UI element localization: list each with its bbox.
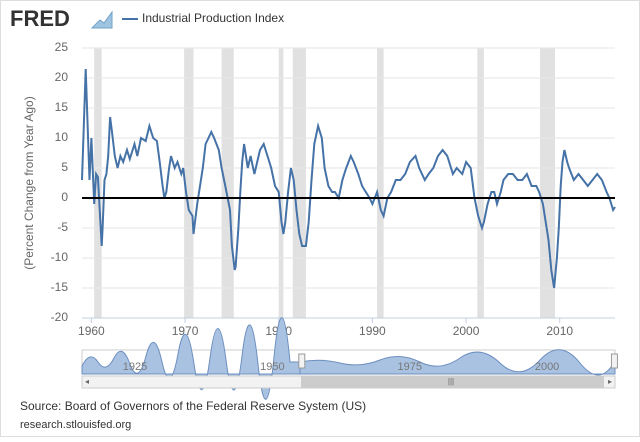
data-line [81, 68, 616, 289]
y-tick-label: 5 [61, 160, 68, 174]
recession-band [184, 48, 194, 318]
recession-band [221, 48, 234, 318]
plot: 2520151050-5-10-15-201960197019801990200… [51, 40, 616, 338]
x-tick-label: 2010 [546, 324, 573, 338]
recession-band [540, 48, 556, 318]
y-tick-label: 25 [55, 40, 69, 54]
y-axis-label: (Percent Change from Year Ago) [22, 96, 36, 269]
scroll-right[interactable]: ▸ [608, 377, 612, 386]
y-tick-label: -5 [57, 220, 68, 234]
y-tick-label: -20 [51, 310, 69, 324]
recession-band [292, 48, 306, 318]
y-tick-label: 10 [55, 130, 69, 144]
navigator-tick-label: 2000 [535, 361, 559, 373]
navigator-tick-label: 1975 [397, 361, 421, 373]
recession-band [477, 48, 484, 318]
y-tick-label: 15 [55, 100, 69, 114]
y-tick-label: -10 [51, 250, 69, 264]
x-tick-label: 2000 [453, 324, 480, 338]
recession-band [377, 48, 384, 318]
scrollbar-thumb[interactable] [301, 376, 604, 388]
y-tick-label: -15 [51, 280, 69, 294]
logo: FRED [10, 6, 70, 31]
x-tick-label: 1960 [78, 324, 105, 338]
scrollbar-grip: ||| [448, 377, 454, 386]
site: research.stlouisfed.org [20, 419, 131, 431]
navigator-handle[interactable] [610, 353, 618, 369]
legend-label: Industrial Production Index [142, 11, 284, 25]
y-tick-label: 20 [55, 70, 69, 84]
recession-band [278, 48, 284, 318]
navigator-handle[interactable] [298, 353, 306, 369]
logo-icon [90, 10, 113, 29]
navigator-area [299, 349, 616, 376]
source: Source: Board of Governors of the Federa… [20, 399, 366, 413]
y-tick-label: 0 [61, 190, 68, 204]
x-tick-label: 1970 [172, 324, 199, 338]
x-tick-label: 1990 [359, 324, 386, 338]
navigator-tick-label: 1925 [123, 361, 147, 373]
navigator-tick-label: 1950 [260, 361, 284, 373]
scroll-left[interactable]: ◂ [85, 377, 89, 386]
